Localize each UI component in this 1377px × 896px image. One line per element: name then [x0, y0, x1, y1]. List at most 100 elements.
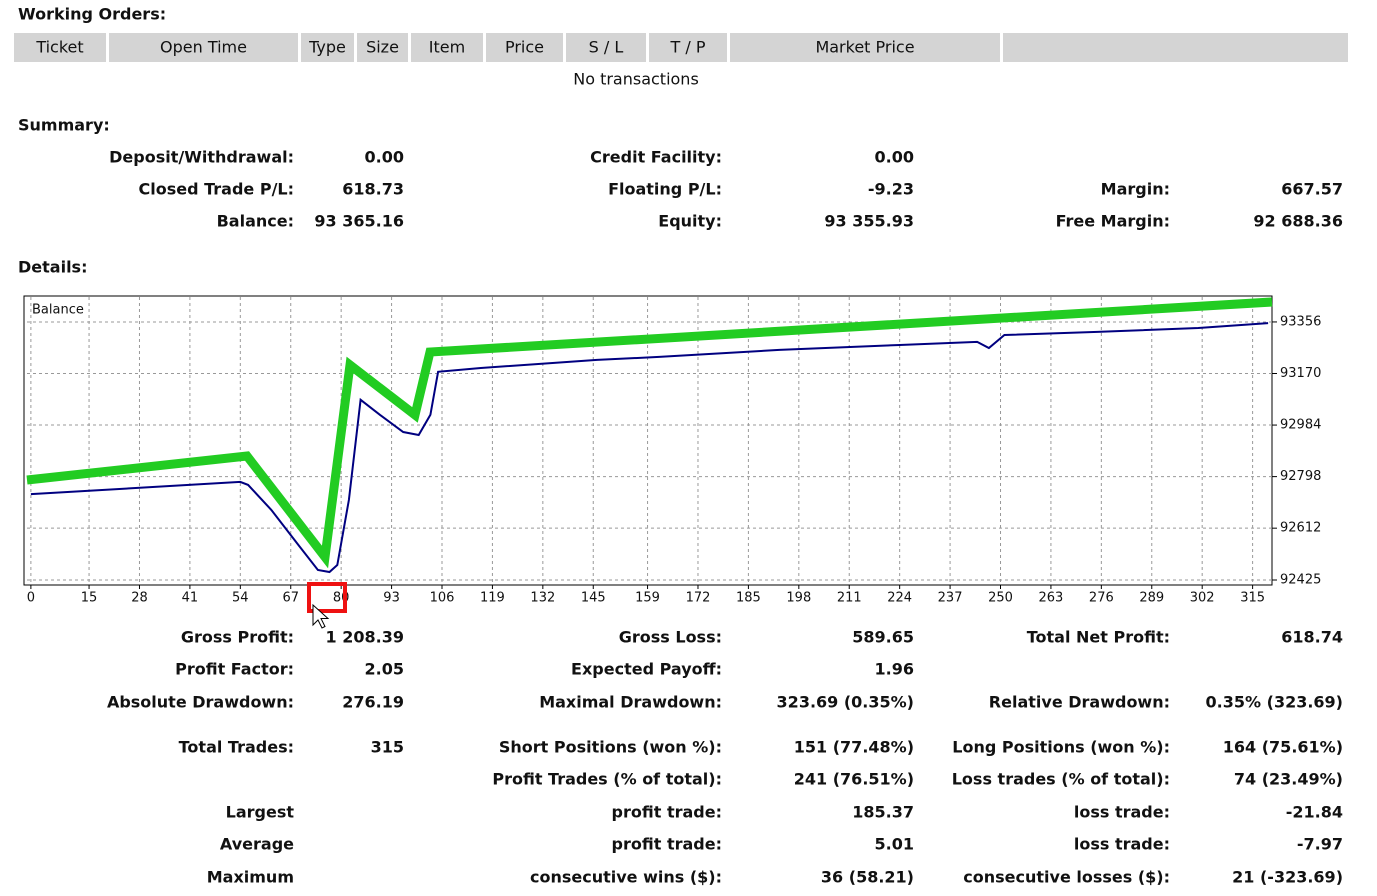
stat-label: Free Margin: [1056, 212, 1170, 231]
header-label: Item [429, 38, 465, 57]
stat-label: Gross Loss: [619, 628, 722, 647]
x-tick-label: 106 [430, 591, 455, 606]
stat-label: Margin: [1101, 180, 1170, 199]
stat-label: Profit Factor: [175, 660, 294, 679]
x-tick-label: 28 [131, 591, 148, 606]
stat-label: Loss trades (% of total): [952, 770, 1170, 789]
stat-value: -21.84 [1286, 803, 1343, 822]
stat-label: Maximum [207, 868, 294, 887]
stat-value: 185.37 [852, 803, 914, 822]
header-cell [109, 33, 298, 62]
x-tick-label: 198 [786, 591, 811, 606]
stat-value: 315 [371, 738, 404, 757]
x-tick-label: 15 [81, 591, 98, 606]
empty-note: No transactions [573, 70, 699, 89]
stat-label: Total Net Profit: [1027, 628, 1170, 647]
stat-value: -9.23 [868, 180, 914, 199]
header-cell [1003, 33, 1348, 62]
stat-value: 0.00 [365, 148, 404, 167]
stat-value: 93 365.16 [314, 212, 404, 231]
stat-label: Balance: [217, 212, 294, 231]
highlight-box [307, 582, 347, 613]
header-label: Ticket [35, 38, 83, 57]
stat-value: 92 688.36 [1253, 212, 1343, 231]
y-tick-label: 93356 [1280, 314, 1321, 329]
stat-label: consecutive wins ($): [530, 868, 722, 887]
stat-label: loss trade: [1074, 835, 1170, 854]
stat-value: 164 (75.61%) [1223, 738, 1343, 757]
stat-value: 0.00 [875, 148, 914, 167]
x-tick-label: 237 [938, 591, 963, 606]
header-label: S / L [589, 38, 624, 57]
legend-label: Balance [32, 303, 84, 318]
x-tick-label: 289 [1139, 591, 1164, 606]
header-label: Open Time [160, 38, 247, 57]
header-label: Price [505, 38, 544, 57]
stat-label: Deposit/Withdrawal: [109, 148, 294, 167]
stat-label: Credit Facility: [590, 148, 722, 167]
x-tick-label: 276 [1089, 591, 1114, 606]
stat-label: consecutive losses ($): [963, 868, 1170, 887]
stat-value: 667.57 [1281, 180, 1343, 199]
y-tick-label: 92425 [1280, 573, 1321, 588]
stat-label: Equity: [658, 212, 722, 231]
stat-value: 21 (-323.69) [1232, 868, 1343, 887]
stat-value: 276.19 [342, 693, 404, 712]
header-cell [730, 33, 1000, 62]
cursor [312, 603, 330, 629]
stat-label: Total Trades: [179, 738, 294, 757]
x-tick-label: 41 [182, 591, 199, 606]
header-cell [301, 33, 354, 62]
stat-label: Expected Payoff: [571, 660, 722, 679]
stat-value: 618.74 [1281, 628, 1343, 647]
stat-label: Absolute Drawdown: [107, 693, 294, 712]
stat-value: 618.73 [342, 180, 404, 199]
header-cell [14, 33, 106, 62]
x-tick-label: 250 [988, 591, 1013, 606]
stat-value: 323.69 (0.35%) [777, 693, 914, 712]
x-tick-label: 145 [581, 591, 606, 606]
x-tick-label: 132 [530, 591, 555, 606]
header-label: Market Price [815, 38, 914, 57]
section-title: Details: [18, 258, 87, 277]
stat-value: 1.96 [875, 660, 914, 679]
x-tick-label: 119 [480, 591, 505, 606]
stat-label: Gross Profit: [181, 628, 294, 647]
stat-label: Closed Trade P/L: [139, 180, 295, 199]
x-tick-label: 302 [1190, 591, 1215, 606]
header-cell [357, 33, 408, 62]
x-tick-label: 93 [383, 591, 400, 606]
stat-label: loss trade: [1074, 803, 1170, 822]
stat-value: 5.01 [875, 835, 914, 854]
x-tick-label: 67 [282, 591, 299, 606]
header-cell [649, 33, 727, 62]
stat-label: Largest [226, 803, 295, 822]
x-tick-label: 159 [635, 591, 660, 606]
x-tick-label: 315 [1240, 591, 1265, 606]
plot-frame [23, 295, 1273, 586]
x-tick-label: 263 [1039, 591, 1064, 606]
stat-value: 36 (58.21) [821, 868, 914, 887]
stat-value: 589.65 [852, 628, 914, 647]
y-tick-label: 92798 [1280, 469, 1321, 484]
stat-label: Short Positions (won %): [499, 738, 722, 757]
y-tick-label: 93170 [1280, 366, 1321, 381]
header-label: Type [308, 38, 346, 57]
stat-value: 74 (23.49%) [1234, 770, 1343, 789]
stat-value: 241 (76.51%) [794, 770, 914, 789]
stat-value: 1 208.39 [326, 628, 404, 647]
header-cell [486, 33, 563, 62]
x-tick-label: 0 [27, 591, 35, 606]
x-tick-label: 172 [686, 591, 711, 606]
stat-label: Floating P/L: [608, 180, 722, 199]
stat-label: Relative Drawdown: [989, 693, 1170, 712]
section-title: Working Orders: [18, 5, 166, 24]
stat-label: profit trade: [612, 835, 722, 854]
header-cell [411, 33, 483, 62]
y-tick-label: 92984 [1280, 418, 1321, 433]
stat-label: Average [220, 835, 294, 854]
y-tick-label: 92612 [1280, 521, 1321, 536]
header-label: Size [366, 38, 399, 57]
